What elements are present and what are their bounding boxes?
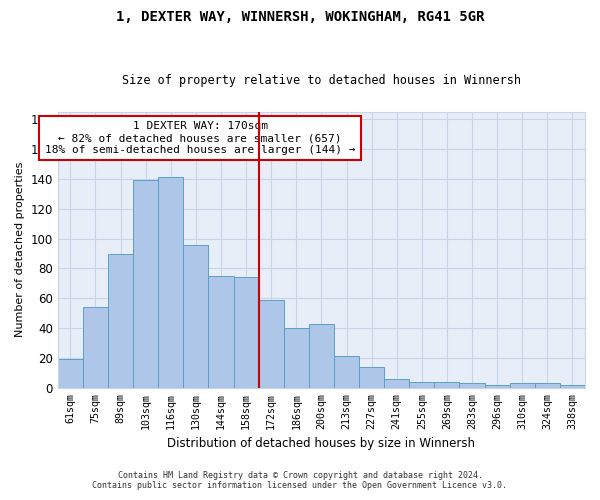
Bar [158, 178, 184, 388]
Bar [509, 384, 535, 388]
Bar [485, 385, 509, 388]
Y-axis label: Number of detached properties: Number of detached properties [15, 162, 25, 338]
X-axis label: Distribution of detached houses by size in Winnersh: Distribution of detached houses by size … [167, 437, 475, 450]
Title: Size of property relative to detached houses in Winnersh: Size of property relative to detached ho… [122, 74, 521, 87]
Text: 1 DEXTER WAY: 170sqm
← 82% of detached houses are smaller (657)
18% of semi-deta: 1 DEXTER WAY: 170sqm ← 82% of detached h… [45, 122, 355, 154]
Bar [233, 278, 259, 388]
Bar [560, 385, 585, 388]
Bar [83, 307, 108, 388]
Bar [133, 180, 158, 388]
Bar [184, 244, 208, 388]
Bar [434, 382, 460, 388]
Bar [359, 367, 384, 388]
Bar [284, 328, 309, 388]
Bar [58, 360, 83, 388]
Bar [259, 300, 284, 388]
Bar [334, 356, 359, 388]
Bar [460, 384, 485, 388]
Bar [384, 379, 409, 388]
Bar [535, 384, 560, 388]
Bar [208, 276, 233, 388]
Text: Contains HM Land Registry data © Crown copyright and database right 2024.
Contai: Contains HM Land Registry data © Crown c… [92, 470, 508, 490]
Bar [309, 324, 334, 388]
Bar [409, 382, 434, 388]
Bar [108, 254, 133, 388]
Text: 1, DEXTER WAY, WINNERSH, WOKINGHAM, RG41 5GR: 1, DEXTER WAY, WINNERSH, WOKINGHAM, RG41… [116, 10, 484, 24]
